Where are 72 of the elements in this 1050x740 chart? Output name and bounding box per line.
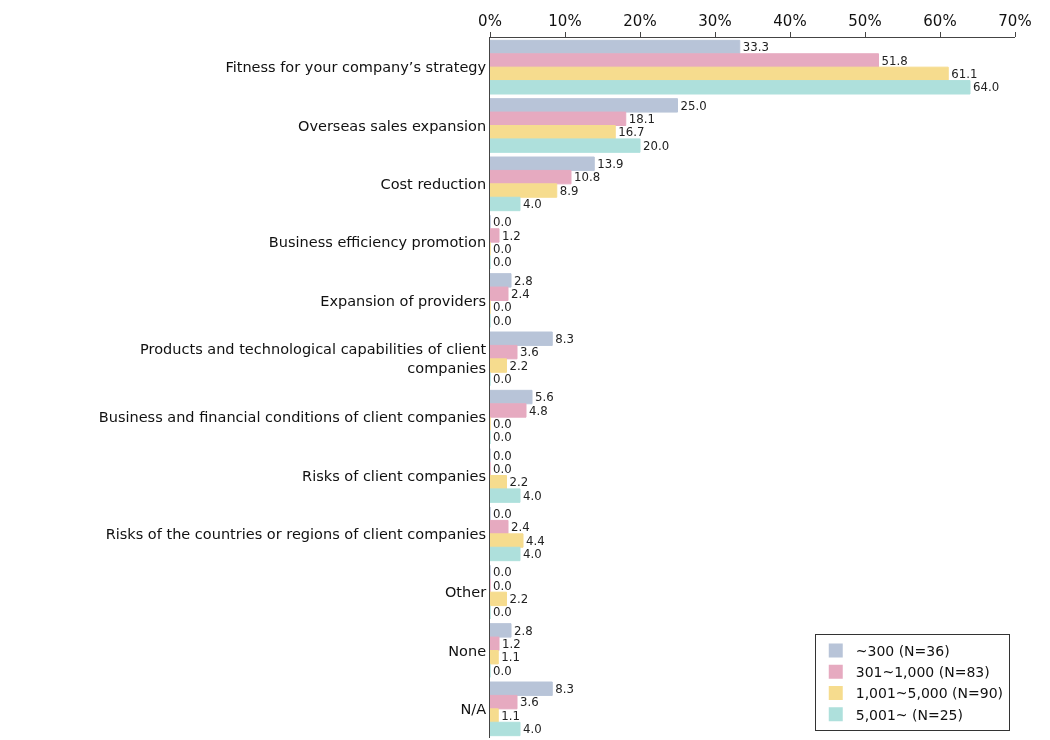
data-label: 0.0: [493, 663, 512, 678]
data-label: 0.0: [493, 605, 512, 620]
data-label: 4.8: [529, 403, 548, 418]
legend-label: 301~1,000 (N=83): [855, 664, 990, 681]
y-tick-label: Fitness for your company’s strategy: [225, 59, 487, 76]
x-tick-label: 70%: [998, 12, 1032, 30]
data-label: 13.9: [597, 156, 624, 171]
data-label: 10.8: [574, 170, 601, 185]
data-label: 2.2: [509, 475, 529, 490]
y-tick-label: Risks of the countries or regions of client companies: [105, 525, 487, 542]
data-label: 0.0: [493, 506, 512, 521]
data-label: 4.0: [523, 722, 542, 737]
data-label: 0.0: [493, 417, 512, 432]
data-label: 16.7: [618, 125, 645, 140]
data-label: 0.0: [493, 565, 512, 580]
data-label: 0.0: [493, 461, 512, 476]
data-label: 0.0: [493, 215, 512, 230]
legend-label: ~300 (N=36): [855, 643, 950, 660]
data-label: 4.4: [526, 533, 545, 548]
data-label: 25.0: [680, 98, 707, 113]
data-label: 0.0: [493, 578, 512, 593]
data-label: 1.1: [501, 708, 520, 723]
data-label: 20.0: [643, 138, 670, 153]
data-label: 3.6: [520, 695, 539, 710]
data-label: 1.1: [501, 650, 520, 665]
legend-label: 5,001~ (N=25): [855, 706, 963, 723]
data-label: 2.8: [514, 273, 533, 288]
y-tick-label: Business and financial conditions of client companies: [98, 409, 487, 426]
data-label: 61.1: [951, 67, 978, 82]
data-label: 8.9: [559, 183, 579, 198]
data-label: 33.3: [742, 40, 769, 55]
data-label: 0.0: [493, 242, 512, 257]
y-tick-label: Other: [444, 584, 487, 601]
data-label: 2.2: [509, 592, 529, 607]
x-tick-label: 60%: [923, 12, 957, 30]
data-label: 2.4: [511, 520, 530, 535]
data-label: 0.0: [493, 255, 512, 270]
y-tick-label: Business efficiency promotion: [268, 234, 487, 251]
data-label: 4.0: [523, 488, 542, 503]
x-tick-label: 50%: [848, 12, 882, 30]
data-label: 2.2: [509, 358, 529, 373]
data-label: 8.3: [555, 681, 574, 696]
data-label: 51.8: [881, 53, 908, 68]
data-label: 3.6: [520, 345, 539, 360]
x-tick-label: 10%: [548, 12, 582, 30]
x-tick-label: 0%: [478, 12, 502, 30]
y-tick-label: Risks of client companies: [302, 467, 487, 484]
y-tick-label: N/A: [460, 700, 487, 717]
y-tick-label: Overseas sales expansion: [297, 117, 487, 134]
data-label: 0.0: [493, 430, 512, 445]
data-label: 8.3: [555, 331, 574, 346]
data-label: 1.2: [502, 228, 521, 243]
data-label: 64.0: [973, 80, 1000, 95]
y-tick-label: Cost reduction: [380, 175, 487, 192]
y-tick-label: None: [448, 642, 487, 659]
data-label: 0.0: [493, 300, 512, 315]
y-tick-label: Products and technological capabilities of client companies: [140, 341, 487, 377]
y-tick-label: Expansion of providers: [320, 292, 487, 309]
data-label: 5.6: [535, 390, 554, 405]
data-label: 18.1: [628, 111, 655, 126]
data-label: 4.0: [523, 547, 542, 562]
data-label: 0.0: [493, 313, 512, 328]
x-tick-label: 20%: [623, 12, 657, 30]
data-label: 4.0: [523, 197, 542, 212]
x-tick-label: 30%: [698, 12, 732, 30]
x-tick-label: 40%: [773, 12, 807, 30]
legend-label: 1,001~5,000 (N=90): [855, 685, 1004, 702]
data-label: 2.8: [514, 623, 533, 638]
data-label: 1.2: [502, 636, 521, 651]
data-label: 0.0: [493, 372, 512, 387]
data-label: 0.0: [493, 448, 512, 463]
data-label: 2.4: [511, 286, 530, 301]
